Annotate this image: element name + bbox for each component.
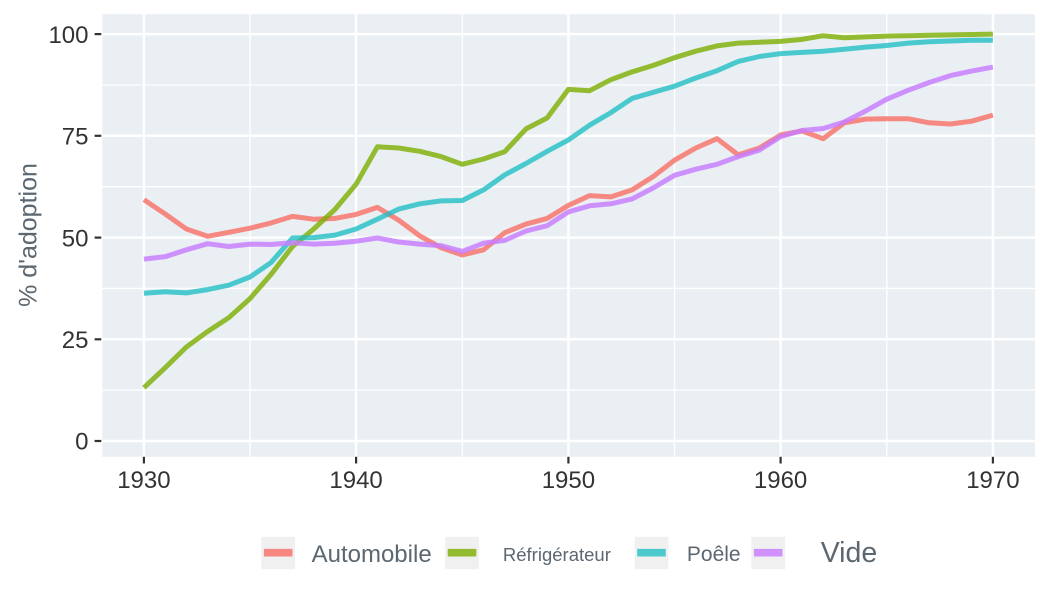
- svg-text:1970: 1970: [966, 467, 1019, 494]
- svg-text:25: 25: [62, 327, 89, 354]
- svg-text:Vide: Vide: [821, 537, 878, 569]
- svg-text:% d'adoption: % d'adoption: [15, 163, 43, 307]
- svg-text:1940: 1940: [329, 467, 382, 494]
- svg-text:1960: 1960: [754, 467, 807, 494]
- svg-text:Automobile: Automobile: [312, 541, 432, 568]
- svg-text:Réfrigérateur: Réfrigérateur: [503, 544, 611, 565]
- svg-text:75: 75: [62, 124, 89, 151]
- svg-text:1950: 1950: [542, 467, 595, 494]
- svg-text:100: 100: [48, 22, 88, 49]
- svg-text:1930: 1930: [117, 467, 170, 494]
- svg-text:Poêle: Poêle: [687, 543, 741, 566]
- svg-text:0: 0: [75, 429, 88, 456]
- svg-text:50: 50: [62, 225, 89, 252]
